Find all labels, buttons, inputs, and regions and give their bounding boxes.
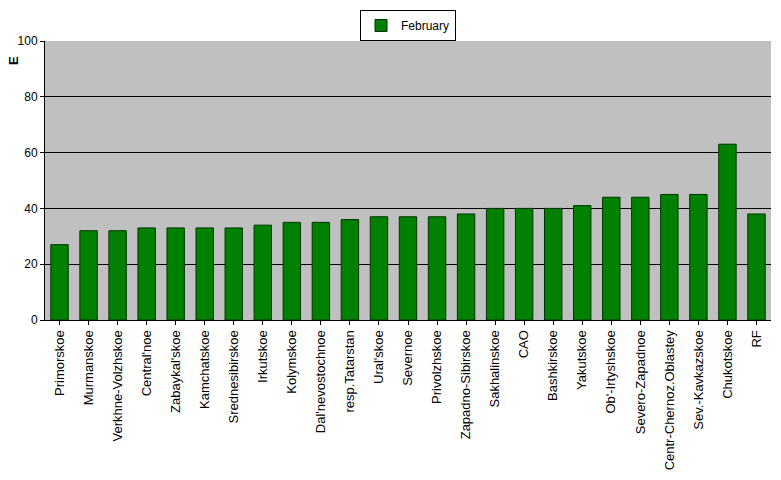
svg-text:CAO: CAO (516, 330, 531, 358)
svg-text:Murmanskoe: Murmanskoe (81, 330, 96, 405)
svg-text:Severnoe: Severnoe (400, 330, 415, 386)
svg-text:Ural'skoe: Ural'skoe (371, 330, 386, 384)
svg-text:40: 40 (24, 202, 38, 216)
svg-text:Primorskoe: Primorskoe (52, 330, 67, 396)
svg-text:Sakhalinskoe: Sakhalinskoe (487, 330, 502, 407)
svg-text:February: February (401, 19, 449, 33)
svg-text:resp.Tatarstan: resp.Tatarstan (342, 330, 357, 412)
svg-text:20: 20 (24, 257, 38, 271)
svg-text:Central'noe: Central'noe (139, 330, 154, 396)
svg-text:Kamchatskoe: Kamchatskoe (197, 330, 212, 409)
svg-text:0: 0 (31, 313, 38, 327)
svg-text:Zabaykal'skoe: Zabaykal'skoe (168, 330, 183, 413)
svg-text:60: 60 (24, 146, 38, 160)
svg-text:Severo-Zapadnoe: Severo-Zapadnoe (633, 330, 648, 434)
svg-text:Srednesibirskoe: Srednesibirskoe (226, 330, 241, 423)
svg-text:Privolzhskoe: Privolzhskoe (429, 330, 444, 404)
svg-text:Ob'-Irtyshskoe: Ob'-Irtyshskoe (604, 330, 619, 413)
svg-text:Bashkirskoe: Bashkirskoe (545, 330, 560, 401)
svg-text:Kolymskoe: Kolymskoe (284, 330, 299, 394)
svg-text:Irkutskoe: Irkutskoe (255, 330, 270, 383)
svg-text:Dal'nevostochnoe: Dal'nevostochnoe (313, 330, 328, 433)
svg-text:E: E (6, 56, 21, 65)
svg-text:Zapadno-Sibirskoe: Zapadno-Sibirskoe (458, 330, 473, 439)
svg-text:RF: RF (749, 330, 764, 347)
svg-text:Sev.-Kavkazskoe: Sev.-Kavkazskoe (691, 330, 706, 429)
svg-text:Verkhne-Volzhskoe: Verkhne-Volzhskoe (110, 330, 125, 441)
svg-text:100: 100 (18, 34, 38, 48)
svg-text:80: 80 (24, 90, 38, 104)
svg-text:Yakutskoe: Yakutskoe (574, 330, 589, 390)
svg-text:Centr-Chernoz.Oblastey: Centr-Chernoz.Oblastey (662, 330, 677, 471)
svg-text:Chukotskoe: Chukotskoe (720, 330, 735, 399)
